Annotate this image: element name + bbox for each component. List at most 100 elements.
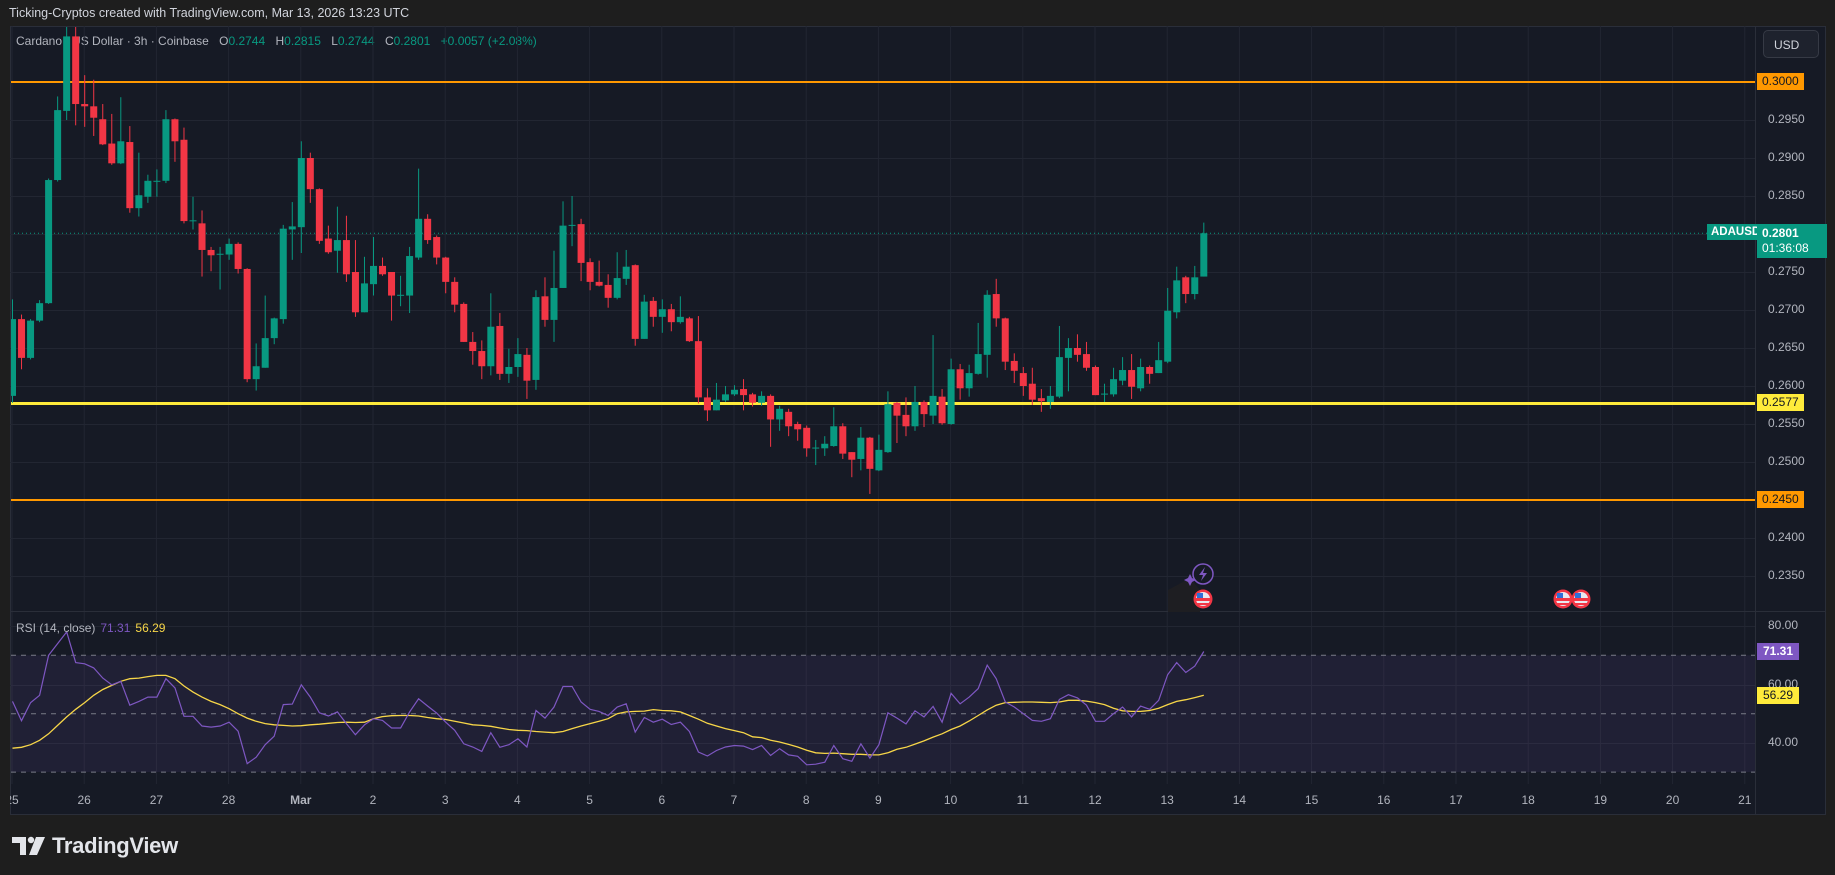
candle [45,178,53,304]
candle-body [11,319,16,396]
price-level-label[interactable]: 0.3000 [1757,73,1804,90]
candle [1164,287,1172,364]
currency-button[interactable]: USD [1763,30,1819,58]
candle [99,104,107,146]
candle [81,75,89,127]
candle-body [234,243,242,269]
candle-body [252,366,260,380]
candle [568,196,576,247]
candle-body [667,309,675,323]
candle [848,452,856,478]
lightning-icon[interactable] [1184,563,1214,586]
candle-body [144,180,152,197]
candle-body [1200,233,1208,277]
candle-body [1028,383,1036,400]
time-axis[interactable]: 25 26 27 28 Mar 2 3 4 5 6 7 8 9 10 11 12 13 14 15 16 17 18 19 2… [10,784,1755,814]
flag-stripe [1196,598,1210,601]
sparkle-icon [1184,574,1196,586]
candle [424,214,432,244]
candle-body [1128,370,1136,387]
candle [514,338,522,377]
candle-body [911,401,919,427]
candle [947,358,955,425]
candle-body [649,300,657,317]
price-tick-label: 0.2500 [1768,454,1805,468]
us-flag-icon[interactable] [1193,589,1213,609]
time-tick-label: 14 [1232,793,1247,807]
candle-body [532,297,540,380]
candle-body [767,395,775,420]
rsi-label[interactable]: RSI (14, close) [16,621,96,635]
candle [785,408,793,437]
candle-body [415,218,423,258]
us-flag-icon[interactable] [1571,589,1591,609]
candle [279,224,287,324]
candle-body [117,141,125,164]
candle [433,235,441,265]
high-value: 0.2815 [284,34,321,48]
candle [839,423,847,459]
candle [992,278,1000,327]
time-tick-label: 3 [441,793,449,807]
candle-body [1173,280,1181,313]
candle [505,348,513,383]
rsi-band [11,654,1755,773]
price-tick-label: 0.2650 [1768,340,1805,354]
candle [631,264,639,346]
candle-body [324,238,332,253]
candle-body [460,303,468,342]
candle [1001,317,1009,371]
candle-body [153,180,161,182]
candle [758,391,766,406]
candle [189,196,197,230]
candle [1110,367,1118,397]
candle [442,256,450,294]
candle-body [568,224,576,226]
candle [90,79,98,136]
candle-body [397,294,405,296]
price-level-label[interactable]: 0.2450 [1757,491,1804,508]
candle [532,290,540,390]
candle-body [171,119,179,142]
candle-body [1164,310,1172,362]
rsi-legend: RSI (14, close) 71.31 56.29 [16,621,165,635]
candle-body [1182,277,1190,295]
candle [243,268,251,383]
candle [144,174,152,203]
tradingview-logo[interactable]: TradingView [12,833,178,859]
candle-body [379,265,387,275]
candle [1119,357,1127,386]
candle-body [721,394,729,401]
candle-body [749,394,757,403]
rsi-pane[interactable] [11,630,1205,766]
price-tick-label: 0.2350 [1768,568,1805,582]
candle-body [342,240,350,275]
candle-body [45,180,53,304]
current-price: 0.2801 [1762,226,1799,240]
candle-body [18,319,26,358]
price-tick-label: 0.2700 [1768,302,1805,316]
candle-body [72,36,80,105]
candle [857,427,865,471]
candle [965,364,973,397]
candle-body [965,373,973,389]
time-tick-label: 12 [1088,793,1102,807]
change-value: +0.0057 (+2.08%) [440,34,537,48]
time-tick-label: 11 [1016,793,1030,807]
price-pane[interactable] [9,14,1755,501]
candle-body [1092,367,1099,396]
candle-body [821,443,829,449]
us-flag-icon[interactable] [1553,589,1573,609]
time-tick-label: 7 [730,793,738,807]
candle [478,340,486,380]
candle-body [1046,395,1054,402]
candle [938,389,946,425]
low-value: 0.2744 [337,34,375,48]
time-tick-label: 10 [943,793,958,807]
time-tick-label: 19 [1593,793,1608,807]
candle-body [1064,348,1072,358]
candle-body [740,389,748,396]
price-level-label[interactable]: 0.2577 [1757,394,1804,412]
time-tick-label: 2 [369,793,377,807]
